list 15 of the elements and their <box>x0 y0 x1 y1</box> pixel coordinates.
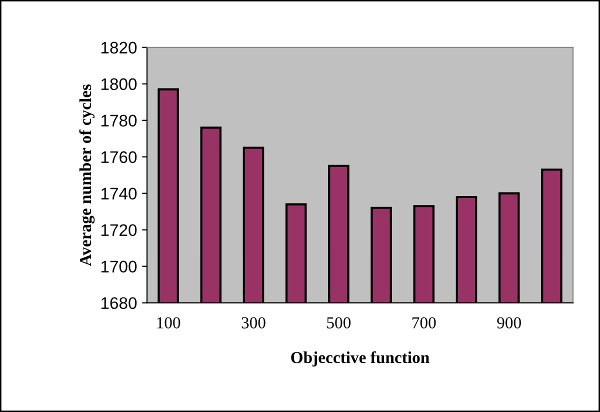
y-tick-label: 1820 <box>101 42 137 54</box>
y-tick-label: 1740 <box>101 188 137 200</box>
y-tick-label: 1760 <box>101 151 137 164</box>
x-tick-label: 300 <box>242 317 266 328</box>
y-tick-label: 1720 <box>101 224 137 236</box>
x-tick-label: 700 <box>412 317 436 328</box>
y-tick-label: 1800 <box>101 78 137 90</box>
y-tick-label: 1700 <box>101 260 137 273</box>
x-tick-label: 900 <box>497 317 521 328</box>
y-tick-label: 1780 <box>101 114 137 127</box>
x-tick-label: 100 <box>157 317 180 328</box>
y-tick-label: 1680 <box>101 297 137 310</box>
x-axis-title: Objecctive function <box>291 351 430 367</box>
x-tick-label: 500 <box>327 317 351 328</box>
y-axis-title: Average number of cycles <box>79 84 95 266</box>
